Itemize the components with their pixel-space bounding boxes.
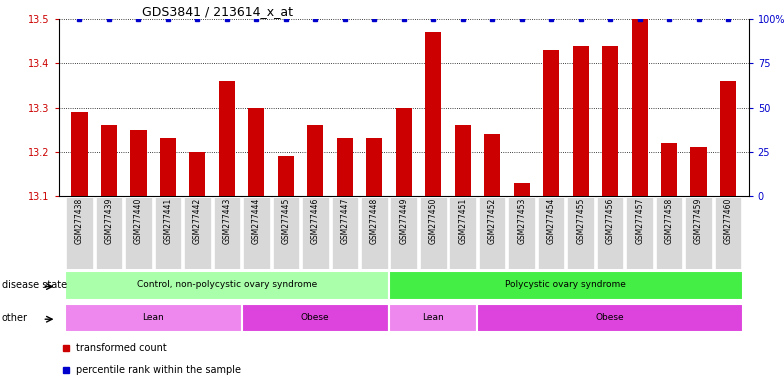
FancyBboxPatch shape: [213, 197, 240, 269]
Text: GSM277456: GSM277456: [606, 198, 615, 244]
Text: Lean: Lean: [142, 313, 164, 322]
Bar: [396, 108, 412, 196]
FancyBboxPatch shape: [125, 197, 151, 269]
Bar: [543, 50, 559, 196]
FancyBboxPatch shape: [509, 197, 535, 269]
FancyBboxPatch shape: [420, 197, 447, 269]
Bar: [632, 19, 648, 196]
Text: Control, non-polycystic ovary syndrome: Control, non-polycystic ovary syndrome: [136, 280, 317, 289]
Bar: [602, 46, 619, 196]
Text: GSM277438: GSM277438: [75, 198, 84, 244]
FancyBboxPatch shape: [302, 197, 328, 269]
Bar: [661, 143, 677, 196]
FancyBboxPatch shape: [273, 197, 299, 269]
Text: GSM277441: GSM277441: [163, 198, 172, 244]
Bar: [514, 182, 530, 196]
Text: disease state: disease state: [2, 280, 67, 290]
Text: GSM277451: GSM277451: [458, 198, 467, 244]
FancyBboxPatch shape: [241, 304, 389, 333]
Bar: [425, 32, 441, 196]
Text: GSM277443: GSM277443: [223, 198, 231, 244]
Bar: [219, 81, 235, 196]
Text: Obese: Obese: [596, 313, 625, 322]
FancyBboxPatch shape: [154, 197, 181, 269]
Text: GSM277452: GSM277452: [488, 198, 497, 244]
FancyBboxPatch shape: [477, 304, 742, 333]
Text: GSM277449: GSM277449: [399, 198, 408, 244]
FancyBboxPatch shape: [332, 197, 358, 269]
Bar: [189, 152, 205, 196]
Bar: [720, 81, 736, 196]
FancyBboxPatch shape: [656, 197, 682, 269]
Text: GSM277457: GSM277457: [635, 198, 644, 244]
FancyBboxPatch shape: [597, 197, 623, 269]
Text: percentile rank within the sample: percentile rank within the sample: [76, 365, 241, 375]
FancyBboxPatch shape: [715, 197, 742, 269]
Bar: [572, 46, 589, 196]
Text: GSM277459: GSM277459: [694, 198, 703, 244]
Text: GSM277439: GSM277439: [104, 198, 114, 244]
Text: Polycystic ovary syndrome: Polycystic ovary syndrome: [506, 280, 626, 289]
Bar: [160, 138, 176, 196]
Text: GSM277450: GSM277450: [429, 198, 437, 244]
Text: GSM277442: GSM277442: [193, 198, 201, 244]
FancyBboxPatch shape: [96, 197, 122, 269]
Text: GSM277445: GSM277445: [281, 198, 290, 244]
FancyBboxPatch shape: [65, 271, 389, 300]
FancyBboxPatch shape: [685, 197, 712, 269]
Text: GSM277454: GSM277454: [546, 198, 556, 244]
Text: GSM277458: GSM277458: [665, 198, 673, 244]
Bar: [307, 125, 324, 196]
Text: GSM277453: GSM277453: [517, 198, 526, 244]
FancyBboxPatch shape: [390, 197, 417, 269]
FancyBboxPatch shape: [389, 304, 477, 333]
Bar: [484, 134, 500, 196]
Text: transformed count: transformed count: [76, 343, 167, 353]
FancyBboxPatch shape: [479, 197, 506, 269]
Bar: [455, 125, 471, 196]
FancyBboxPatch shape: [626, 197, 653, 269]
FancyBboxPatch shape: [184, 197, 211, 269]
Text: GSM277455: GSM277455: [576, 198, 585, 244]
Text: GSM277460: GSM277460: [724, 198, 732, 244]
Text: GDS3841 / 213614_x_at: GDS3841 / 213614_x_at: [142, 5, 292, 18]
Bar: [691, 147, 706, 196]
Bar: [130, 130, 147, 196]
FancyBboxPatch shape: [538, 197, 564, 269]
FancyBboxPatch shape: [361, 197, 387, 269]
Text: other: other: [2, 313, 27, 323]
Text: GSM277440: GSM277440: [134, 198, 143, 244]
FancyBboxPatch shape: [389, 271, 742, 300]
Text: GSM277446: GSM277446: [310, 198, 320, 244]
FancyBboxPatch shape: [449, 197, 476, 269]
Text: GSM277444: GSM277444: [252, 198, 261, 244]
FancyBboxPatch shape: [66, 197, 93, 269]
Text: Obese: Obese: [301, 313, 329, 322]
Text: Lean: Lean: [423, 313, 444, 322]
FancyBboxPatch shape: [568, 197, 594, 269]
Bar: [278, 156, 294, 196]
Text: GSM277447: GSM277447: [340, 198, 350, 244]
Text: GSM277448: GSM277448: [370, 198, 379, 244]
Bar: [71, 112, 88, 196]
Bar: [336, 138, 353, 196]
FancyBboxPatch shape: [65, 304, 241, 333]
FancyBboxPatch shape: [243, 197, 270, 269]
Bar: [101, 125, 117, 196]
Bar: [366, 138, 383, 196]
Bar: [249, 108, 264, 196]
